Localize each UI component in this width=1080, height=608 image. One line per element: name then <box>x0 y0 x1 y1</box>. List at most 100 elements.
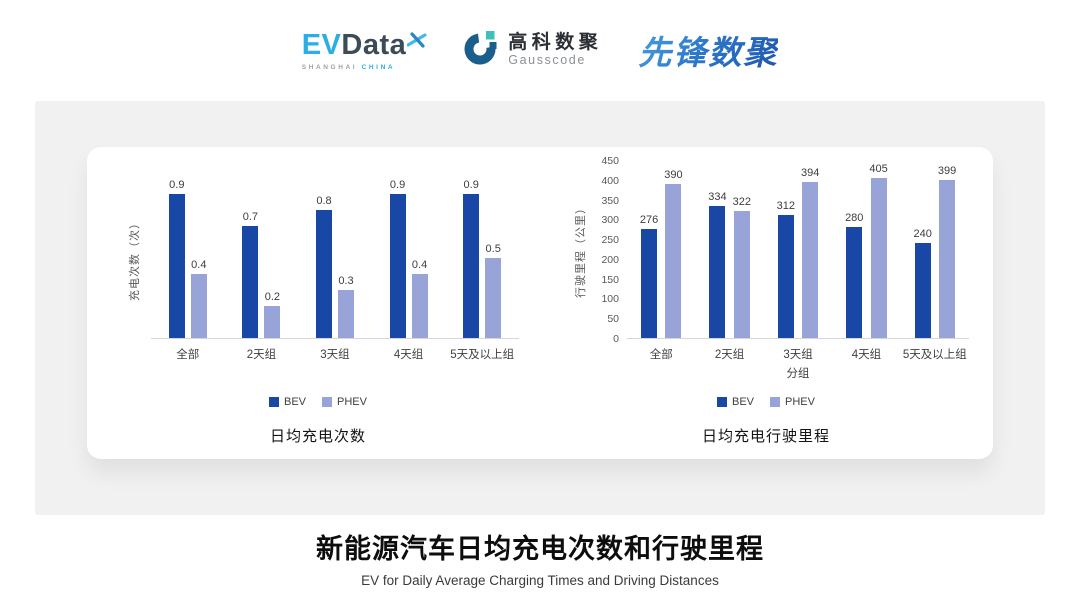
gausscode-name-en: Gausscode <box>508 53 586 67</box>
footer: 新能源汽车日均充电次数和行驶里程 EV for Daily Average Ch… <box>0 527 1080 588</box>
bar-group: 312 394 <box>764 167 832 338</box>
evdata-logo-subtext: SHANGHAI CHINA <box>302 64 395 71</box>
x-axis-category: 4天组 <box>851 349 882 361</box>
bar-group: 0.9 0.5 <box>445 179 519 338</box>
bev-bar-group-3: 0.9 <box>389 179 406 338</box>
legend-swatch <box>770 397 781 407</box>
bev-bar-group-2: 0.8 <box>315 195 332 338</box>
legend: BEV PHEV <box>117 395 519 409</box>
bar-value-label: 322 <box>732 195 751 208</box>
bars-row: 276 390 334 322 312 394 280 405 240 399 <box>627 161 969 339</box>
bar-value-label: 0.9 <box>169 179 185 191</box>
evdata-logo-ev: EV <box>301 28 342 61</box>
y-axis-tick: 200 <box>601 253 619 266</box>
bev-bar-group-0: 0.9 <box>168 179 185 338</box>
chart-daily-charging-times: 充电次数（次） 0.9 0.4 0.7 0.2 0.8 0.3 0.9 0.4 0.9 0.5 全部 2… <box>117 161 563 459</box>
chart-daily-driving-distance: 行驶里程（公里） 0 50 100 150 200 250 300 350 400 450 276 39… <box>563 155 969 459</box>
y-axis-tick: 0 <box>613 333 619 345</box>
bar-group: 0.8 0.3 <box>298 195 372 338</box>
bev-bar <box>242 226 259 338</box>
x-axis-label: 分组 <box>786 368 810 380</box>
bev-bar-group-1: 0.7 <box>242 211 259 338</box>
charts-panel: 充电次数（次） 0.9 0.4 0.7 0.2 0.8 0.3 0.9 0.4 0.9 0.5 全部 2… <box>35 101 1045 515</box>
bar-group: 334 322 <box>695 191 763 338</box>
phev-bar <box>485 258 502 338</box>
page-subtitle: EV for Daily Average Charging Times and … <box>361 573 719 588</box>
y-axis-label-wrap: 行驶里程（公里） <box>563 161 597 339</box>
y-axis-tick: 150 <box>601 273 619 286</box>
chart-body: 行驶里程（公里） 0 50 100 150 200 250 300 350 400 450 276 39… <box>563 155 969 383</box>
legend-swatch <box>322 397 333 407</box>
y-axis-tick: 400 <box>601 174 619 187</box>
gausscode-logo-text: 高科数聚 Gausscode <box>508 32 602 68</box>
y-axis-tick: 450 <box>601 155 619 167</box>
bar-value-label: 399 <box>937 165 957 178</box>
y-axis-tick: 100 <box>601 293 619 306</box>
x-axis-category: 4天组 <box>393 349 424 361</box>
bar-value-label: 394 <box>801 167 820 180</box>
legend-item-bev: BEV <box>717 396 754 408</box>
bar-group: 0.9 0.4 <box>372 179 446 338</box>
legend-label: BEV <box>732 396 755 408</box>
legend-label: PHEV <box>337 396 367 408</box>
phev-bar <box>665 183 682 338</box>
evdata-star-icon <box>406 26 427 56</box>
bar-value-label: 0.8 <box>316 195 332 207</box>
x-axis-category: 全部 <box>176 349 200 361</box>
phev-bar-group-4: 0.5 <box>485 243 502 338</box>
gausscode-logo: 高科数聚 Gausscode <box>463 30 602 71</box>
bev-bar-group-3: 280 <box>845 212 863 338</box>
legend-label: BEV <box>284 396 307 408</box>
bev-bar <box>914 243 931 338</box>
legend-label: PHEV <box>785 396 815 408</box>
y-axis-tick: 350 <box>601 194 619 207</box>
chart-title: 日均充电次数 <box>269 428 366 445</box>
y-axis-ticks: 0 50 100 150 200 250 300 350 400 450 <box>597 155 627 345</box>
bev-bar-group-1: 334 <box>708 190 727 338</box>
bar-value-label: 0.9 <box>389 179 406 191</box>
bev-bar <box>846 227 863 338</box>
phev-bar-group-1: 0.2 <box>264 291 281 338</box>
bar-value-label: 276 <box>639 213 659 226</box>
evdata-logo: EV Data SHANGHAI CHINA <box>302 30 428 71</box>
gausscode-name-cn: 高科数聚 <box>508 32 603 53</box>
x-axis-label <box>151 363 519 383</box>
y-axis-label: 行驶里程（公里） <box>575 202 587 298</box>
legend-item-phev: PHEV <box>322 396 367 408</box>
bev-bar <box>389 194 406 338</box>
bev-bar-group-0: 276 <box>640 214 658 338</box>
bev-bar-group-4: 0.9 <box>463 179 480 338</box>
phev-bar <box>264 306 281 338</box>
phev-bar <box>733 210 750 338</box>
page-title: 新能源汽车日均充电次数和行驶里程 <box>316 534 764 564</box>
bev-bar-group-4: 240 <box>913 228 932 338</box>
phev-bar-group-1: 322 <box>733 196 751 338</box>
bev-bar <box>777 214 794 338</box>
xianfeng-logo: 先锋数聚 <box>638 26 778 74</box>
legend-swatch <box>717 397 727 407</box>
bev-bar <box>641 228 658 338</box>
legend-swatch <box>269 397 279 407</box>
legend-item-phev: PHEV <box>770 396 815 408</box>
phev-bar-group-0: 390 <box>664 168 683 338</box>
phev-bar-group-2: 0.3 <box>337 275 354 338</box>
bar-value-label: 0.7 <box>242 211 259 223</box>
header-logo-row: EV Data SHANGHAI CHINA <box>0 18 1080 82</box>
phev-bar <box>411 274 428 338</box>
bar-value-label: 240 <box>913 228 932 241</box>
legend: BEV PHEV <box>563 395 969 409</box>
phev-bar-group-3: 405 <box>869 162 888 338</box>
phev-bar-group-4: 399 <box>938 165 956 338</box>
plot-area: 276 390 334 322 312 394 280 405 240 399 全部 2天组 3天组 4天… <box>627 161 969 383</box>
gausscode-g-icon <box>463 30 499 71</box>
phev-bar <box>190 274 207 338</box>
bar-value-label: 334 <box>708 190 727 203</box>
charts-card: 充电次数（次） 0.9 0.4 0.7 0.2 0.8 0.3 0.9 0.4 0.9 0.5 全部 2… <box>87 147 993 459</box>
phev-bar-group-3: 0.4 <box>411 259 428 338</box>
phev-bar-group-2: 394 <box>801 167 819 338</box>
x-axis-category: 3天组 <box>783 349 813 361</box>
bar-group: 0.7 0.2 <box>225 211 299 338</box>
bar-group: 280 405 <box>832 163 900 338</box>
bar-value-label: 390 <box>664 168 683 181</box>
bar-value-label: 405 <box>869 162 888 175</box>
